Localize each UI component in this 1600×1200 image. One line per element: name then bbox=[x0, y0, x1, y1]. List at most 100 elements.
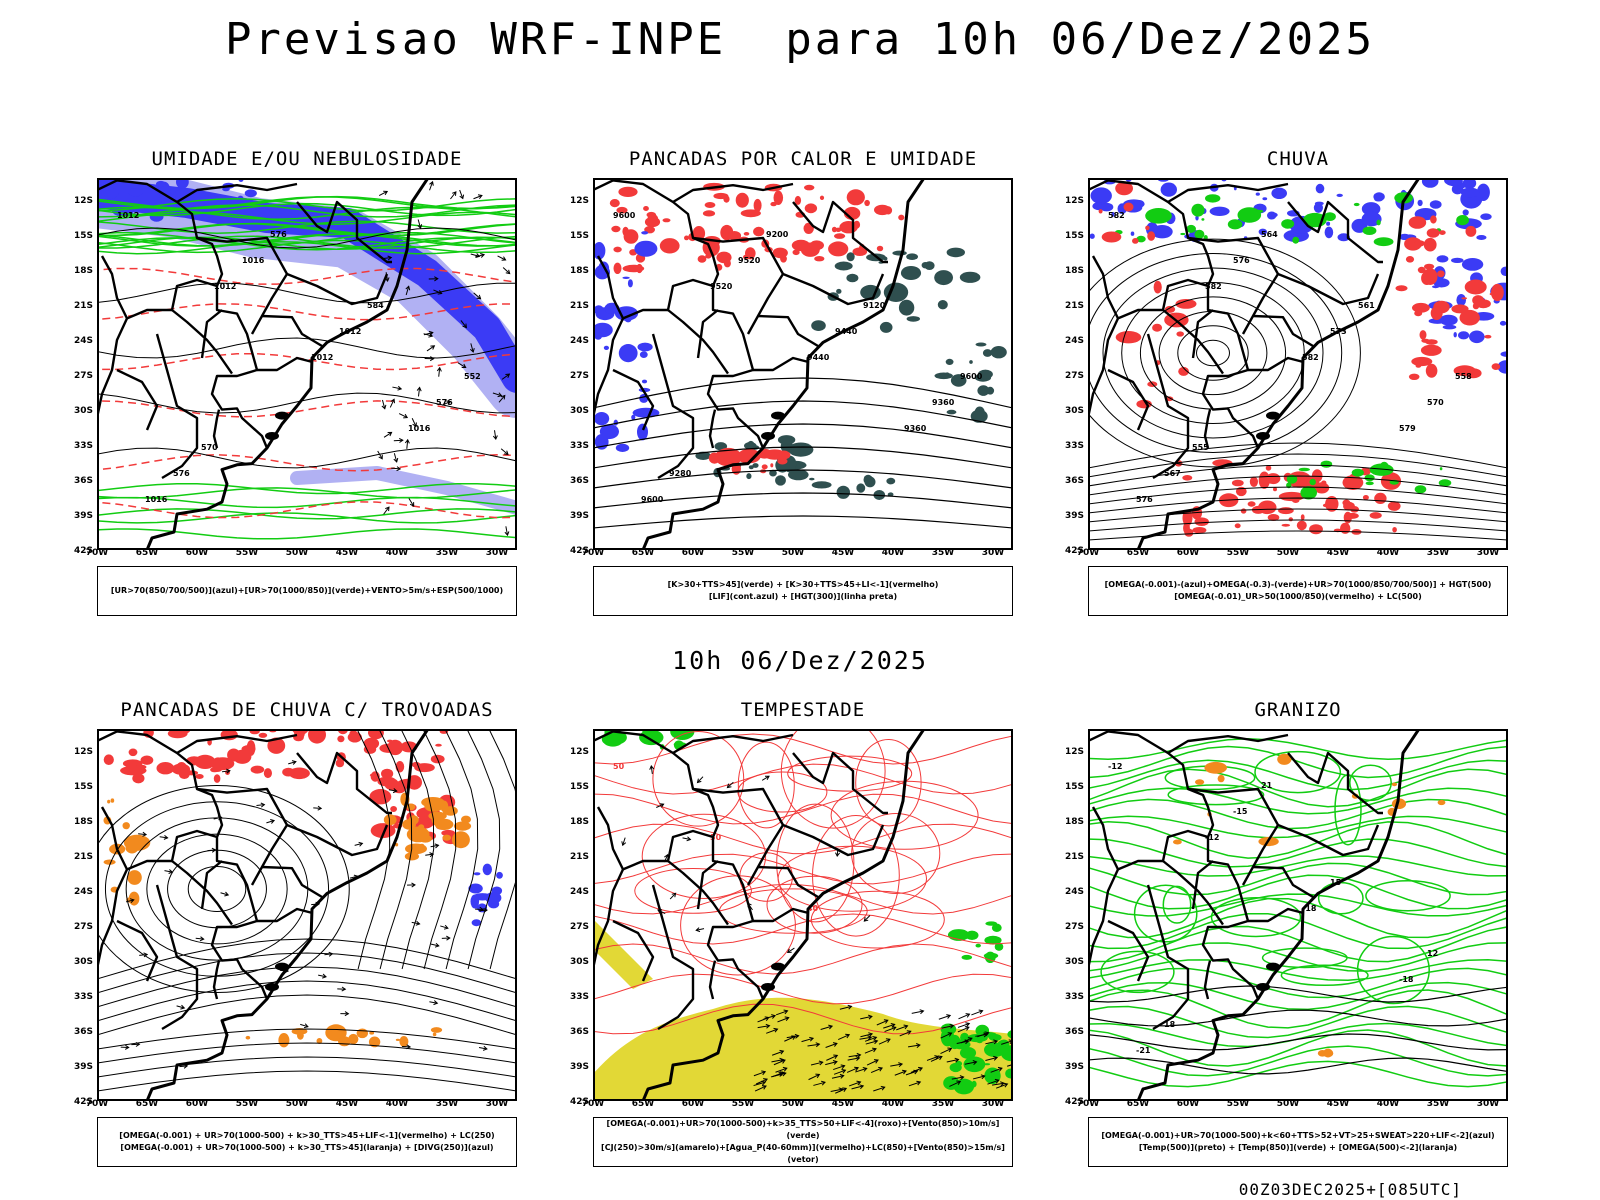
border-line bbox=[1277, 272, 1380, 306]
wind-vector-head bbox=[997, 1066, 1003, 1072]
temperature-850-contour bbox=[1133, 884, 1198, 943]
wind-vector-head bbox=[993, 1039, 999, 1045]
lat-tick-label: 36S bbox=[1064, 476, 1084, 486]
wind-vector-head bbox=[820, 1080, 826, 1086]
contour-label: 576 bbox=[270, 230, 287, 239]
geopotential-contour bbox=[595, 423, 1011, 449]
wind-vector-head bbox=[446, 400, 452, 405]
wind-vector-head bbox=[980, 1074, 986, 1080]
wind-vector bbox=[911, 1010, 924, 1014]
border-line bbox=[99, 868, 129, 966]
wind-vector bbox=[957, 1023, 970, 1028]
lon-tick-label: 70W bbox=[581, 1099, 605, 1109]
thunderstorm-area-orange bbox=[404, 852, 419, 861]
contour-label: 9600 bbox=[960, 372, 983, 381]
wind-vector bbox=[873, 1086, 885, 1092]
wind-vector bbox=[846, 1067, 859, 1073]
condensation-area bbox=[1164, 305, 1176, 313]
instability-area bbox=[662, 218, 671, 223]
condensation-area bbox=[1421, 338, 1430, 343]
instability-area-dark bbox=[900, 266, 922, 280]
wind-vector-head bbox=[358, 841, 364, 847]
lat-tick-label: 12S bbox=[73, 196, 93, 206]
lifted-index-area bbox=[631, 414, 636, 420]
condensation-area bbox=[1147, 231, 1156, 241]
omega-area bbox=[1437, 799, 1446, 806]
instability-area-dark bbox=[934, 270, 953, 286]
thunderstorm-area-orange bbox=[442, 811, 447, 816]
wind-vector-head bbox=[505, 269, 511, 275]
wind-vector bbox=[430, 844, 439, 848]
thunderstorm-area bbox=[194, 754, 216, 769]
lifted-index-area bbox=[615, 443, 630, 452]
temperature-850-contour bbox=[1167, 784, 1265, 806]
condensation-area bbox=[1281, 523, 1291, 527]
instability-area bbox=[761, 464, 768, 470]
thunderstorm-area-orange bbox=[421, 797, 445, 808]
precipitable-water-contour bbox=[652, 731, 745, 827]
lon-tick-label: 40W bbox=[881, 1099, 905, 1109]
lon-tick-label: 65W bbox=[135, 1099, 159, 1109]
geography-layer bbox=[595, 731, 925, 1099]
condensation-area bbox=[1292, 498, 1300, 503]
panel-title: GRANIZO bbox=[1254, 699, 1342, 721]
precipitation-area bbox=[1433, 278, 1450, 288]
border-line bbox=[212, 960, 221, 1000]
wind-vector bbox=[956, 1040, 969, 1044]
instability-area-dark bbox=[777, 435, 796, 445]
strong-wind-area bbox=[961, 954, 973, 960]
instability-area bbox=[777, 457, 788, 465]
low-level-humidity-contour bbox=[99, 223, 515, 237]
panel-title: UMIDADE E/OU NEBULOSIDADE bbox=[151, 148, 463, 170]
wind-vector-head bbox=[919, 1009, 925, 1015]
wind-vector bbox=[971, 1010, 983, 1016]
wind-vector-head bbox=[434, 942, 440, 948]
heavy-precipitation-area bbox=[1456, 215, 1469, 226]
heavy-precipitation-area bbox=[1194, 229, 1205, 239]
wind-vector bbox=[810, 1061, 823, 1066]
lifted-index-area bbox=[641, 379, 648, 384]
thunderstorm-area-orange bbox=[430, 1027, 443, 1033]
thunderstorm-area bbox=[227, 748, 241, 762]
humidity-area bbox=[222, 186, 230, 192]
condensation-area bbox=[1411, 356, 1433, 367]
wind-vector bbox=[992, 1082, 1004, 1086]
wind-vector-head bbox=[428, 330, 434, 336]
strong-wind-area bbox=[984, 935, 1002, 945]
strong-wind-area bbox=[646, 732, 655, 736]
instability-area bbox=[613, 246, 622, 253]
lat-tick-label: 42S bbox=[569, 546, 589, 556]
coastline bbox=[642, 180, 925, 548]
wind-vector-head bbox=[385, 506, 390, 512]
precipitation-area bbox=[1417, 199, 1423, 207]
wind-vector bbox=[622, 837, 626, 846]
pressure-isobar bbox=[99, 392, 515, 414]
instability-area bbox=[804, 203, 818, 214]
field-layer bbox=[99, 731, 515, 1092]
lon-tick-label: 50W bbox=[781, 548, 805, 558]
heavy-precipitation-area bbox=[1300, 486, 1317, 500]
wind-vector-head bbox=[398, 437, 404, 443]
precipitable-water-contour bbox=[737, 741, 795, 829]
precipitable-water-contour bbox=[595, 883, 1011, 915]
wind-vector-head bbox=[916, 1043, 921, 1048]
precipitation-area bbox=[1428, 318, 1447, 324]
strong-wind-area bbox=[984, 1063, 991, 1066]
lon-tick-label: 55W bbox=[731, 1099, 755, 1109]
instability-area-dark bbox=[969, 360, 973, 364]
geopotential-contour bbox=[1090, 453, 1506, 478]
lat-tick-label: 15S bbox=[73, 782, 93, 792]
wind-vector-head bbox=[180, 1004, 186, 1010]
wind-vector-head bbox=[835, 852, 841, 858]
lat-tick-label: 27S bbox=[569, 922, 589, 932]
wind-vector-head bbox=[859, 1084, 865, 1090]
wind-vector-head bbox=[782, 1066, 788, 1072]
thunderstorm-area-orange bbox=[356, 1028, 368, 1039]
wind-vector bbox=[378, 190, 388, 196]
thunderstorm-area-orange bbox=[328, 1031, 333, 1036]
border-line bbox=[1107, 368, 1150, 431]
lat-tick-label: 36S bbox=[569, 476, 589, 486]
wind-vector bbox=[833, 1065, 845, 1071]
precipitation-area bbox=[1315, 183, 1325, 194]
instability-area-dark bbox=[836, 485, 850, 499]
